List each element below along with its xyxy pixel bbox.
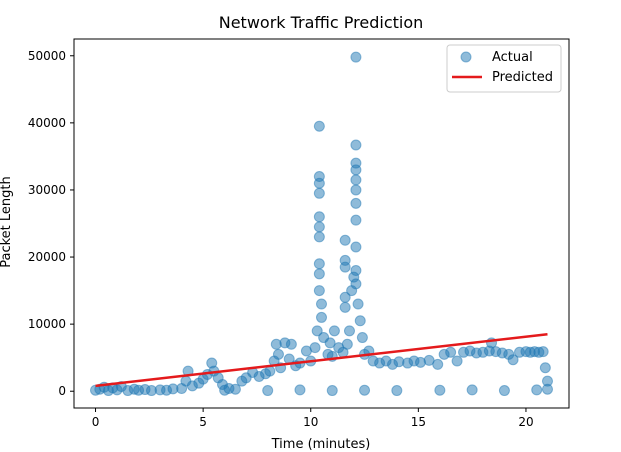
actual-point bbox=[339, 234, 351, 246]
x-tick-label: 0 bbox=[92, 415, 100, 429]
actual-point bbox=[434, 384, 446, 396]
actual-point bbox=[350, 264, 362, 276]
actual-point bbox=[539, 362, 551, 374]
actual-point bbox=[350, 157, 362, 169]
legend-label-predicted: Predicted bbox=[492, 70, 553, 85]
actual-point bbox=[507, 354, 519, 366]
actual-point bbox=[466, 384, 478, 396]
x-tick-label: 15 bbox=[411, 415, 426, 429]
actual-point bbox=[350, 278, 362, 290]
y-tick-label: 40000 bbox=[28, 116, 66, 130]
actual-point bbox=[313, 171, 325, 183]
actual-point bbox=[350, 51, 362, 63]
actual-point bbox=[432, 358, 444, 370]
actual-point bbox=[350, 174, 362, 186]
actual-point bbox=[313, 285, 325, 297]
axes-border bbox=[73, 38, 570, 409]
x-tick-label: 5 bbox=[199, 415, 207, 429]
y-axis-ticks: 0 10000 20000 30000 40000 50000 bbox=[28, 49, 74, 398]
x-tick-label: 10 bbox=[303, 415, 318, 429]
actual-point bbox=[313, 120, 325, 132]
actual-point bbox=[350, 139, 362, 151]
actual-point bbox=[339, 291, 351, 303]
actual-point bbox=[309, 342, 321, 354]
actual-point bbox=[350, 241, 362, 253]
actual-point bbox=[326, 385, 338, 397]
actual-point bbox=[339, 254, 351, 266]
legend: Actual Predicted bbox=[446, 44, 562, 93]
actual-point bbox=[541, 383, 553, 395]
actual-point bbox=[285, 338, 297, 350]
x-axis-ticks: 0 5 10 15 20 bbox=[92, 408, 534, 429]
actual-point bbox=[313, 211, 325, 223]
y-tick-label: 30000 bbox=[28, 183, 66, 197]
y-tick-label: 10000 bbox=[28, 317, 66, 331]
actual-point bbox=[272, 348, 284, 360]
actual-point bbox=[219, 384, 231, 396]
actual-point bbox=[316, 298, 327, 310]
actual-point bbox=[313, 258, 325, 270]
y-tick-label: 20000 bbox=[28, 250, 66, 264]
actual-point bbox=[294, 384, 306, 396]
actual-point bbox=[531, 384, 543, 396]
actual-point bbox=[350, 214, 362, 226]
actual-point bbox=[341, 338, 353, 350]
actual-point bbox=[451, 355, 463, 367]
actual-point bbox=[262, 385, 274, 397]
actual-point bbox=[229, 383, 241, 395]
y-tick-label: 50000 bbox=[28, 49, 66, 63]
actual-point bbox=[498, 385, 510, 397]
legend-label-actual: Actual bbox=[492, 50, 533, 65]
actual-point bbox=[328, 325, 340, 337]
actual-point bbox=[537, 346, 549, 358]
actual-point bbox=[350, 184, 362, 196]
actual-point bbox=[313, 268, 325, 280]
x-axis-label: Time (minutes) bbox=[271, 437, 371, 452]
axes-frame bbox=[73, 38, 570, 409]
legend-box bbox=[446, 44, 562, 93]
actual-point bbox=[313, 221, 325, 233]
chart-title: Network Traffic Prediction bbox=[219, 13, 424, 32]
actual-point bbox=[352, 298, 364, 310]
plot-area bbox=[90, 51, 553, 397]
actual-point bbox=[311, 325, 323, 337]
actual-point bbox=[313, 187, 325, 199]
actual-point bbox=[316, 311, 327, 323]
y-axis-label: Packet Length bbox=[0, 176, 14, 268]
x-tick-label: 20 bbox=[518, 415, 533, 429]
actual-point bbox=[264, 365, 276, 377]
actual-point bbox=[343, 325, 355, 337]
actual-point bbox=[350, 197, 362, 209]
actual-point bbox=[313, 231, 325, 243]
legend-marker-actual bbox=[460, 51, 472, 63]
actual-point bbox=[324, 337, 336, 349]
actual-point bbox=[391, 385, 403, 397]
actual-point bbox=[339, 301, 351, 313]
actual-point bbox=[445, 346, 457, 358]
y-tick-label: 0 bbox=[58, 384, 66, 398]
predicted-line bbox=[95, 332, 548, 388]
actual-point bbox=[356, 332, 368, 344]
actual-point bbox=[359, 384, 371, 396]
actual-point bbox=[354, 315, 366, 327]
